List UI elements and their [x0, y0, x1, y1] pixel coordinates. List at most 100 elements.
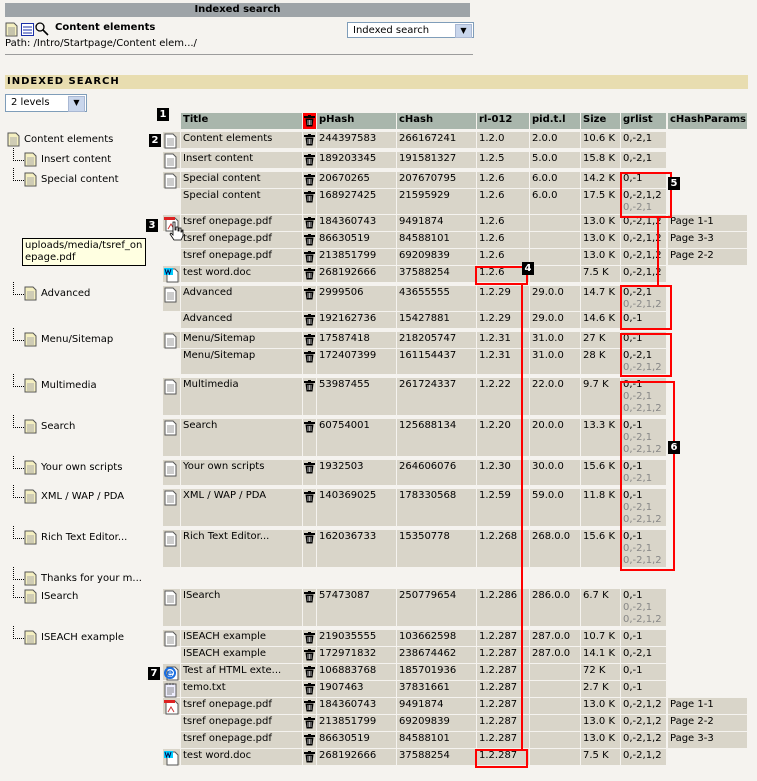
- column-header-chash-params[interactable]: cHashParams: [668, 113, 747, 129]
- page-icon[interactable]: [24, 571, 37, 590]
- trash-icon[interactable]: [304, 666, 315, 681]
- page-file-icon[interactable]: [164, 287, 177, 306]
- title-cell[interactable]: temo.txt: [181, 681, 302, 697]
- tree-item[interactable]: ISearch: [13, 585, 79, 604]
- delete-cell[interactable]: [303, 715, 316, 731]
- title-cell[interactable]: Rich Text Editor...: [181, 530, 302, 567]
- txt-file-icon[interactable]: [164, 683, 177, 701]
- page-file-icon[interactable]: [164, 173, 177, 192]
- trash-icon[interactable]: [304, 268, 315, 283]
- tree-item[interactable]: Menu/Sitemap: [13, 328, 114, 347]
- tree-item[interactable]: Rich Text Editor...: [13, 526, 128, 545]
- column-header-title[interactable]: Title: [181, 113, 302, 129]
- tree-item-label[interactable]: Advanced: [41, 288, 91, 299]
- column-header-delete[interactable]: [303, 113, 316, 129]
- trash-icon[interactable]: [304, 217, 315, 232]
- trash-icon[interactable]: [304, 717, 315, 732]
- trash-icon[interactable]: [304, 115, 315, 130]
- html-file-icon[interactable]: [164, 666, 180, 684]
- page-file-icon[interactable]: [164, 490, 177, 509]
- page-icon[interactable]: [24, 460, 37, 479]
- page-icon[interactable]: [24, 172, 37, 191]
- title-cell[interactable]: Multimedia: [181, 378, 302, 415]
- page-icon[interactable]: [24, 419, 37, 438]
- trash-icon[interactable]: [304, 462, 315, 477]
- trash-icon[interactable]: [304, 734, 315, 749]
- trash-icon[interactable]: [304, 751, 315, 766]
- delete-cell[interactable]: [303, 378, 316, 415]
- magnifier-icon[interactable]: [35, 22, 49, 39]
- delete-cell[interactable]: [303, 172, 316, 188]
- delete-cell[interactable]: [303, 249, 316, 265]
- tree-item-label[interactable]: Search: [41, 421, 76, 432]
- title-cell[interactable]: ISEACH example: [181, 630, 302, 646]
- column-header-rl[interactable]: rl-012: [477, 113, 529, 129]
- chevron-down-icon[interactable]: ▼: [68, 96, 85, 112]
- title-cell[interactable]: tsref onepage.pdf: [181, 698, 302, 714]
- trash-icon[interactable]: [304, 491, 315, 506]
- tree-item-label[interactable]: Rich Text Editor...: [41, 532, 128, 543]
- tree-item-label[interactable]: Your own scripts: [41, 462, 123, 473]
- tree-item[interactable]: Search: [13, 415, 76, 434]
- title-cell[interactable]: tsref onepage.pdf: [181, 249, 302, 265]
- tree-item[interactable]: Special content: [13, 168, 119, 187]
- page-file-icon[interactable]: [164, 590, 177, 609]
- levels-select[interactable]: 2 levels ▼: [5, 94, 87, 112]
- page-file-icon[interactable]: [164, 153, 177, 172]
- title-cell[interactable]: Test af HTML exte...: [181, 664, 302, 680]
- tree-item[interactable]: XML / WAP / PDA: [13, 485, 125, 504]
- delete-cell[interactable]: [303, 152, 316, 168]
- list-view-icon[interactable]: [21, 23, 34, 39]
- page-icon[interactable]: [7, 132, 20, 151]
- column-header-size[interactable]: Size: [581, 113, 620, 129]
- tree-item-label[interactable]: Menu/Sitemap: [41, 334, 114, 345]
- trash-icon[interactable]: [304, 632, 315, 647]
- trash-icon[interactable]: [304, 191, 315, 206]
- title-cell[interactable]: Menu/Sitemap: [181, 332, 302, 348]
- column-header-phash[interactable]: pHash: [317, 113, 396, 129]
- delete-cell[interactable]: [303, 749, 316, 765]
- trash-icon[interactable]: [304, 314, 315, 329]
- delete-cell[interactable]: [303, 460, 316, 485]
- tree-item-label[interactable]: Thanks for your m...: [41, 573, 142, 584]
- title-cell[interactable]: Insert content: [181, 152, 302, 168]
- tree-item[interactable]: Your own scripts: [13, 456, 123, 475]
- column-header-pid[interactable]: pid.t.l: [530, 113, 580, 129]
- trash-icon[interactable]: [304, 380, 315, 395]
- delete-cell[interactable]: [303, 664, 316, 680]
- delete-cell[interactable]: [303, 215, 316, 231]
- delete-cell[interactable]: [303, 489, 316, 526]
- page-icon[interactable]: [24, 630, 37, 649]
- delete-cell[interactable]: [303, 647, 316, 663]
- title-cell[interactable]: Content elements: [181, 132, 302, 148]
- trash-icon[interactable]: [304, 649, 315, 664]
- tree-item-label[interactable]: XML / WAP / PDA: [41, 491, 125, 502]
- delete-cell[interactable]: [303, 589, 316, 626]
- page-file-icon[interactable]: [164, 133, 177, 152]
- title-cell[interactable]: Special content: [181, 189, 302, 214]
- tree-item-label[interactable]: Content elements: [24, 134, 114, 145]
- trash-icon[interactable]: [304, 174, 315, 189]
- page-icon[interactable]: [24, 489, 37, 508]
- title-cell[interactable]: ISearch: [181, 589, 302, 626]
- title-cell[interactable]: tsref onepage.pdf: [181, 715, 302, 731]
- trash-icon[interactable]: [304, 288, 315, 303]
- title-cell[interactable]: ISEACH example: [181, 647, 302, 663]
- title-cell[interactable]: tsref onepage.pdf: [181, 732, 302, 748]
- delete-cell[interactable]: [303, 189, 316, 214]
- tree-item-label[interactable]: Special content: [41, 174, 119, 185]
- page-icon[interactable]: [24, 332, 37, 351]
- tree-item[interactable]: Insert content: [13, 148, 112, 167]
- tree-item-label[interactable]: ISearch: [41, 591, 79, 602]
- title-cell[interactable]: test word.doc: [181, 266, 302, 282]
- trash-icon[interactable]: [304, 700, 315, 715]
- page-file-icon[interactable]: [164, 379, 177, 398]
- trash-icon[interactable]: [304, 234, 315, 249]
- page-file-icon[interactable]: [164, 631, 177, 650]
- trash-icon[interactable]: [304, 134, 315, 149]
- tree-item-label[interactable]: Insert content: [41, 154, 112, 165]
- tree-item[interactable]: Advanced: [13, 282, 91, 301]
- title-cell[interactable]: Special content: [181, 172, 302, 188]
- page-icon[interactable]: [24, 589, 37, 608]
- trash-icon[interactable]: [304, 251, 315, 266]
